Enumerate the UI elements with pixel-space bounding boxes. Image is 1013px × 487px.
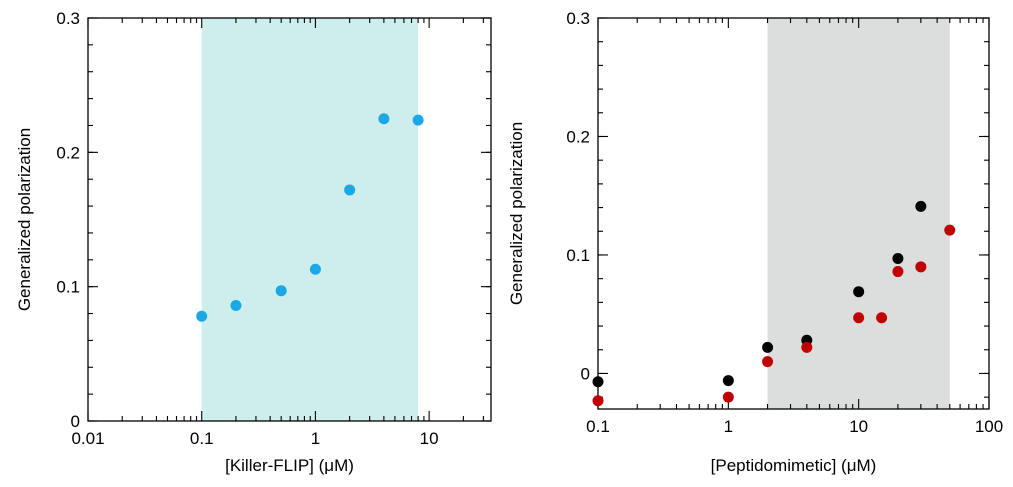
data-point <box>762 356 774 368</box>
data-point <box>915 200 927 212</box>
data-point <box>892 266 904 278</box>
y-tick-label: 0.3 <box>566 9 590 28</box>
y-axis-title: Generalized polarization <box>15 128 34 311</box>
data-point <box>762 341 774 353</box>
x-tick-label: 1 <box>724 417 733 436</box>
y-tick-label: 0.1 <box>56 278 80 297</box>
series-1 <box>592 200 927 388</box>
y-tick-label: 0 <box>71 412 80 431</box>
plot-frame <box>87 17 492 422</box>
data-point <box>344 184 356 196</box>
data-point <box>309 263 321 275</box>
series-1 <box>196 113 424 322</box>
data-point <box>230 299 242 311</box>
shaded-region <box>201 18 419 421</box>
x-axis-title: [Killer-FLIP] (μM) <box>225 456 354 475</box>
data-point <box>915 261 927 273</box>
x-axis-title: [Peptidomimetic] (μM) <box>711 456 877 475</box>
data-point <box>412 114 424 126</box>
y-axis-title: Generalized polarization <box>507 122 526 305</box>
y-tick-label: 0.3 <box>56 9 80 28</box>
data-point <box>876 312 888 324</box>
x-tick-label: 100 <box>975 417 1003 436</box>
y-tick-label: 0.2 <box>56 143 80 162</box>
data-point <box>944 224 956 236</box>
plot-frame <box>597 17 990 410</box>
data-point <box>801 341 813 353</box>
x-tick-label: 10 <box>849 417 868 436</box>
data-point <box>853 312 865 324</box>
chart-2: 0.1 1 10 100 0 0.1 0.2 0.3 [Peptidomimetic] (μM)… <box>507 9 1003 475</box>
y-tick-label: 0.1 <box>566 246 590 265</box>
x-tick-label: 1 <box>311 429 320 448</box>
data-point <box>892 253 904 265</box>
chart-1: 0.01 0.1 1 10 0 0.1 0.2 0.3 [Killer-FLIP] (μM) Ge… <box>15 9 492 475</box>
y-tick-label: 0 <box>581 364 590 383</box>
series-2 <box>592 224 956 407</box>
data-point <box>592 376 604 388</box>
data-point <box>592 395 604 407</box>
data-point <box>275 285 287 297</box>
data-point <box>722 391 734 403</box>
y-tick-label: 0.2 <box>566 127 590 146</box>
data-point <box>196 310 208 322</box>
shaded-region <box>767 18 950 409</box>
x-tick-label: 0.01 <box>71 429 104 448</box>
x-tick-label: 0.1 <box>586 417 610 436</box>
data-point <box>853 286 865 298</box>
x-tick-label: 10 <box>420 429 439 448</box>
data-point <box>722 375 734 387</box>
data-point <box>378 113 390 125</box>
x-tick-label: 0.1 <box>190 429 214 448</box>
